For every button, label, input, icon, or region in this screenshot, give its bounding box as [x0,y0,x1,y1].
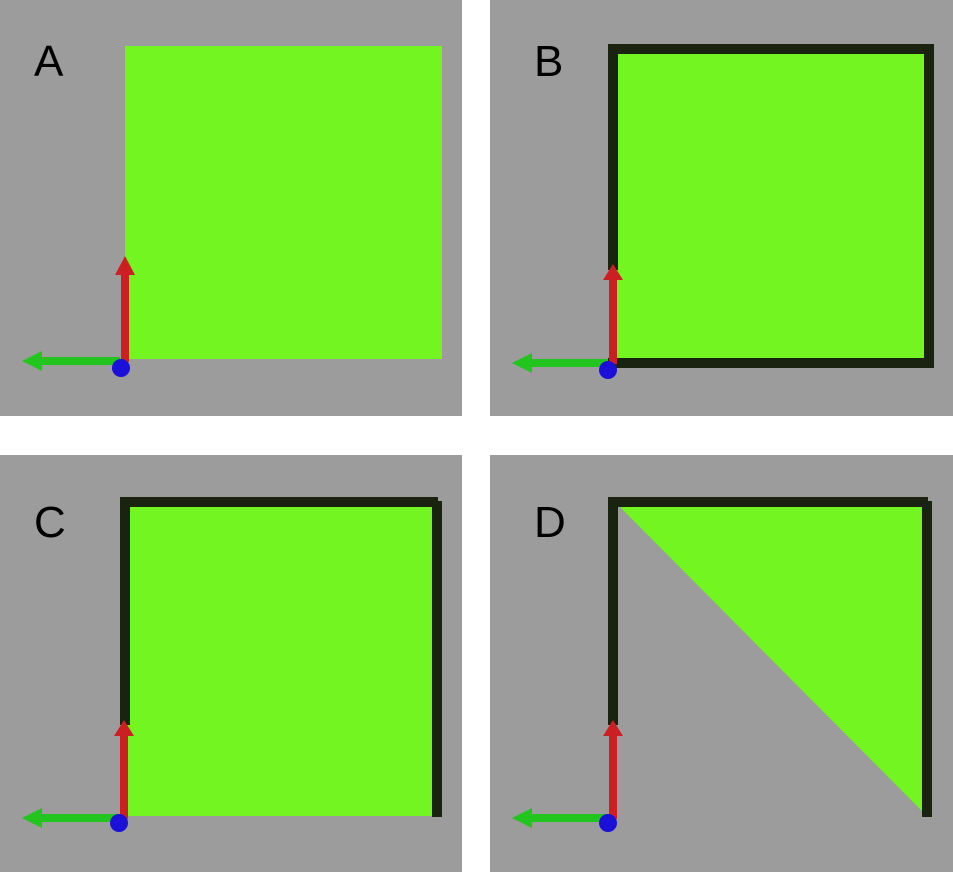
filled-square [125,46,442,359]
triangle-outline [608,497,932,817]
horizontal-axis-arrow [22,351,120,371]
panel-label: A [34,37,64,86]
square-outline [608,44,934,368]
origin-marker [599,814,617,832]
origin-marker [112,359,130,377]
panel-d: D [490,455,953,872]
panel-label: B [534,37,564,86]
panel-a-drawing [22,46,442,377]
horizontal-axis-arrow [22,808,120,828]
origin-marker [599,361,617,379]
panel-label: C [34,498,66,547]
filled-square [616,50,929,362]
vertical-axis-arrow [115,256,135,362]
panel-label: D [534,498,566,547]
filled-triangle [618,505,924,813]
origin-marker [110,814,128,832]
vertical-axis-arrow [114,720,134,819]
horizontal-axis-arrow [512,808,608,828]
panel-b: B [490,0,953,416]
panel-c-drawing [22,497,442,832]
square-outline [120,497,442,817]
panel-a: A [0,0,462,416]
panel-b-drawing [512,44,934,379]
horizontal-axis-arrow [512,353,608,373]
vertical-axis-arrow [603,720,623,819]
filled-square [124,501,438,816]
panel-d-drawing [512,497,932,832]
panel-c: C [0,455,462,872]
vertical-axis-arrow [603,264,623,364]
